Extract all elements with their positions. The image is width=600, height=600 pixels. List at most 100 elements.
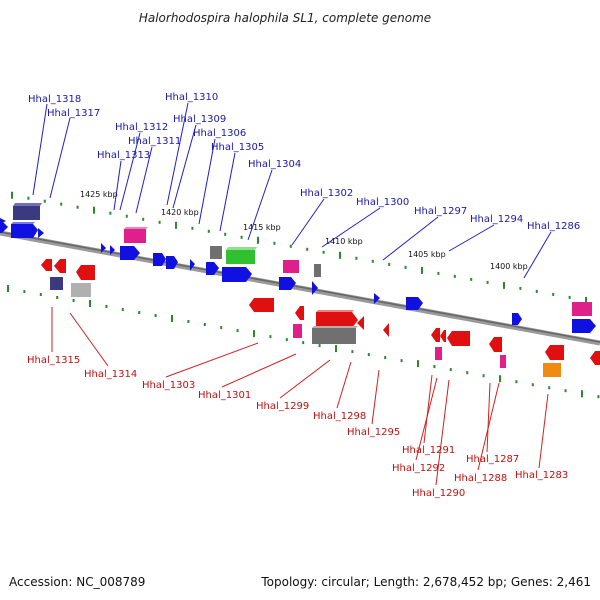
gene-arrow-forward[interactable]	[38, 228, 44, 238]
gene-box[interactable]	[210, 246, 222, 259]
gene-arrow-forward[interactable]	[512, 313, 522, 325]
scale-tick	[449, 368, 452, 372]
gene-label[interactable]: Hhal_1288	[454, 473, 507, 484]
bottom-strand-genes	[41, 259, 600, 377]
top-strand-genes	[0, 203, 596, 333]
gene-arrow-forward[interactable]	[11, 224, 38, 238]
scale-tick	[453, 274, 456, 278]
gene-label[interactable]: Hhal_1304	[248, 159, 301, 170]
gene-arrow-reverse[interactable]	[590, 351, 600, 365]
gene-arrow-forward[interactable]	[101, 243, 106, 253]
gene-arrow-reverse[interactable]	[76, 265, 95, 280]
gene-box[interactable]	[435, 347, 442, 360]
gene-arrow-reverse[interactable]	[41, 259, 52, 271]
gene-label[interactable]: Hhal_1287	[466, 454, 519, 465]
gene-arrow-forward[interactable]	[222, 267, 252, 282]
gene-arrow-forward[interactable]	[312, 281, 318, 295]
gene-label[interactable]: Hhal_1313	[97, 150, 150, 161]
scale-tick	[433, 365, 436, 369]
gene-label[interactable]: Hhal_1305	[211, 142, 264, 153]
scale-tick	[564, 389, 567, 393]
gene-label[interactable]: Hhal_1297	[414, 206, 467, 217]
gene-box[interactable]	[71, 283, 91, 297]
gene-arrow-forward[interactable]	[166, 256, 178, 269]
gene-arrow-reverse[interactable]	[295, 306, 304, 320]
scale-tick	[322, 250, 325, 254]
gene-arrow-forward[interactable]	[374, 293, 380, 304]
gene-arrow-forward[interactable]	[279, 277, 296, 290]
gene-label[interactable]: Hhal_1311	[128, 136, 181, 147]
scale-ticks-bottom	[7, 285, 600, 399]
gene-label[interactable]: Hhal_1310	[165, 92, 218, 103]
gene-label[interactable]: Hhal_1295	[347, 427, 400, 438]
gene-arrow-reverse[interactable]	[54, 259, 66, 273]
scale-tick-major	[175, 221, 177, 229]
scale-tick	[56, 296, 59, 299]
gene-label[interactable]: Hhal_1300	[356, 197, 409, 208]
gene-arrow-forward[interactable]	[190, 259, 195, 271]
gene-arrow-reverse[interactable]	[357, 316, 364, 330]
gene-label[interactable]: Hhal_1301	[198, 390, 251, 401]
gene-arrow-reverse[interactable]	[431, 328, 440, 342]
gene-label[interactable]: Hhal_1312	[115, 122, 168, 133]
gene-arrow-forward[interactable]	[153, 253, 166, 266]
scale-tick	[121, 308, 124, 311]
gene-arrow-reverse[interactable]	[440, 330, 446, 342]
gene-label[interactable]: Hhal_1291	[402, 445, 455, 456]
gene-label[interactable]: Hhal_1314	[84, 369, 137, 380]
scale-tick	[355, 256, 358, 260]
gene-label[interactable]: Hhal_1303	[142, 380, 195, 391]
gene-label[interactable]: Hhal_1290	[412, 488, 465, 499]
bottom-gene-labels: Hhal_1315 Hhal_1314 Hhal_1303 Hhal_1301 …	[27, 355, 568, 499]
gene-arrow-forward[interactable]	[120, 246, 140, 260]
gene-box[interactable]	[500, 355, 506, 368]
gene-arrow-forward[interactable]	[572, 319, 596, 333]
scale-tick-major	[7, 285, 9, 292]
gene-label[interactable]: Hhal_1315	[27, 355, 80, 366]
gene-label[interactable]: Hhal_1294	[470, 214, 523, 225]
gene-box[interactable]	[572, 302, 592, 316]
scale-label: 1425 kbp	[80, 190, 118, 199]
gene-arrow-reverse[interactable]	[489, 337, 502, 352]
gene-arrow-forward[interactable]	[110, 245, 115, 255]
gene-box[interactable]	[124, 229, 146, 243]
gene-box[interactable]	[312, 328, 356, 344]
gene-label[interactable]: Hhal_1318	[28, 94, 81, 105]
gene-label[interactable]: Hhal_1286	[527, 221, 580, 232]
gene-arrow-forward[interactable]	[206, 262, 219, 275]
scale-tick-major	[171, 315, 173, 322]
gene-arrow-reverse[interactable]	[316, 312, 358, 328]
scale-tick-major	[499, 375, 501, 383]
gene-box[interactable]	[314, 264, 321, 277]
gene-box[interactable]	[283, 260, 299, 273]
gene-box[interactable]	[293, 324, 302, 338]
topology-summary: Topology: circular; Length: 2,678,452 bp…	[260, 575, 591, 589]
gene-label[interactable]: Hhal_1292	[392, 463, 445, 474]
scale-tick	[203, 323, 206, 326]
gene-arrow-reverse[interactable]	[447, 331, 470, 346]
scale-tick	[220, 326, 223, 330]
gene-arrow-reverse[interactable]	[249, 298, 274, 312]
scale-tick	[302, 341, 305, 345]
gene-arrow-reverse[interactable]	[545, 345, 564, 360]
gene-arrow-reverse[interactable]	[383, 323, 389, 337]
gene-label[interactable]: Hhal_1302	[300, 188, 353, 199]
gene-label[interactable]: Hhal_1309	[173, 114, 226, 125]
gene-label[interactable]: Hhal_1317	[47, 108, 100, 119]
gene-label[interactable]: Hhal_1298	[313, 411, 366, 422]
scale-tick-major	[257, 236, 259, 244]
gene-box[interactable]	[543, 363, 561, 377]
gene-label[interactable]: Hhal_1306	[193, 128, 246, 139]
scale-tick	[384, 356, 387, 360]
scale-tick	[109, 211, 112, 215]
map-title: Halorhodospira halophila SL1, complete g…	[139, 11, 431, 25]
gene-label[interactable]: Hhal_1299	[256, 401, 309, 412]
scale-label: 1420 kbp	[161, 208, 199, 217]
gene-box[interactable]	[13, 206, 40, 220]
gene-arrow-forward[interactable]	[406, 297, 423, 310]
scale-tick	[142, 217, 145, 221]
gene-box[interactable]	[226, 250, 255, 264]
scale-tick	[207, 229, 210, 233]
gene-label[interactable]: Hhal_1283	[515, 470, 568, 481]
gene-box[interactable]	[50, 277, 63, 290]
